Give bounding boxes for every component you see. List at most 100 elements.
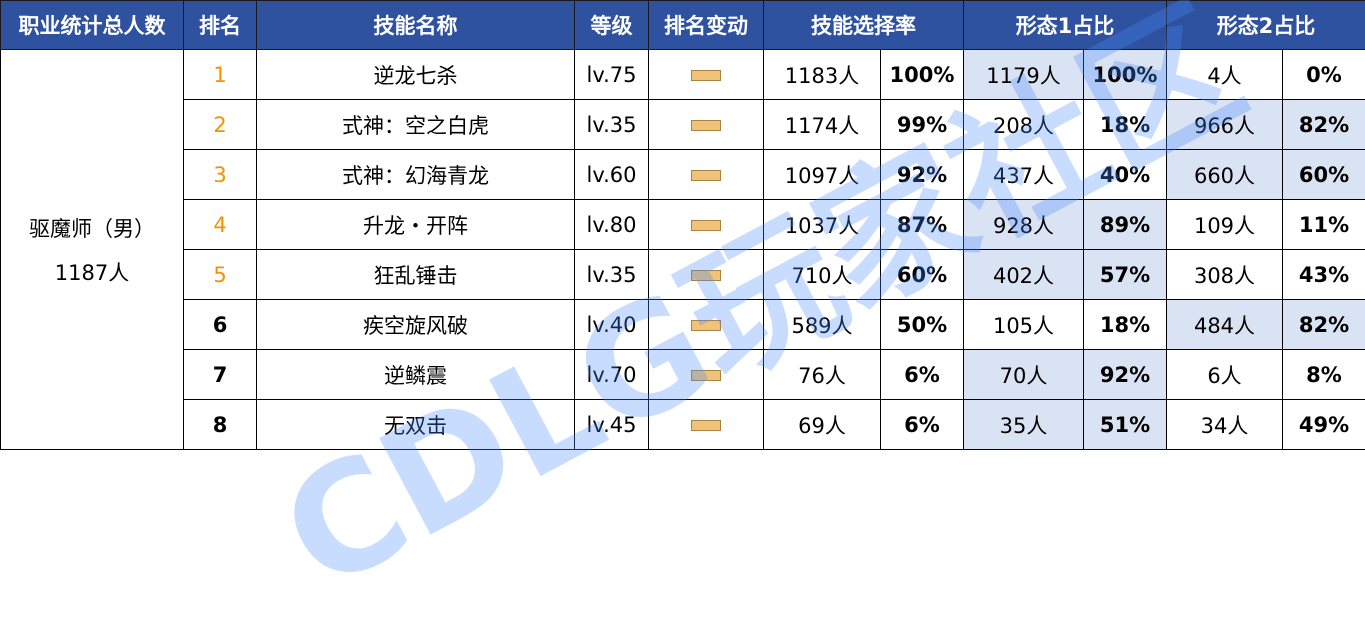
unchanged-dash-icon <box>691 70 721 81</box>
header-level: 等级 <box>575 1 649 50</box>
form2-count: 6人 <box>1167 350 1283 400</box>
header-rank-change: 排名变动 <box>649 1 764 50</box>
rank-change <box>649 250 764 300</box>
unchanged-dash-icon <box>691 370 721 381</box>
job-cell: 驱魔师（男） 1187人 <box>1 50 184 450</box>
table-row: 6 疾空旋风破 lv.40 589人 50% 105人 18% 484人 82% <box>1 300 1365 350</box>
skill-name: 逆鳞震 <box>257 350 575 400</box>
form1-count: 208人 <box>964 100 1084 150</box>
selection-rate: 6% <box>881 400 964 450</box>
header-skill-name: 技能名称 <box>257 1 575 50</box>
skill-name: 无双击 <box>257 400 575 450</box>
form2-rate: 11% <box>1283 200 1365 250</box>
form1-rate: 57% <box>1084 250 1167 300</box>
form2-rate: 60% <box>1283 150 1365 200</box>
rank: 1 <box>184 50 257 100</box>
header-job-total: 职业统计总人数 <box>1 1 184 50</box>
form1-count: 1179人 <box>964 50 1084 100</box>
unchanged-dash-icon <box>691 420 721 431</box>
form1-rate: 18% <box>1084 100 1167 150</box>
form2-count: 109人 <box>1167 200 1283 250</box>
form1-rate: 100% <box>1084 50 1167 100</box>
unchanged-dash-icon <box>691 170 721 181</box>
selection-count: 710人 <box>764 250 881 300</box>
rank: 8 <box>184 400 257 450</box>
form1-rate: 51% <box>1084 400 1167 450</box>
rank: 4 <box>184 200 257 250</box>
rank-change <box>649 50 764 100</box>
form1-count: 105人 <box>964 300 1084 350</box>
rank: 5 <box>184 250 257 300</box>
form1-count: 928人 <box>964 200 1084 250</box>
form2-count: 484人 <box>1167 300 1283 350</box>
form2-rate: 82% <box>1283 300 1365 350</box>
selection-rate: 87% <box>881 200 964 250</box>
skill-stats-table: 职业统计总人数 排名 技能名称 等级 排名变动 技能选择率 形态1占比 形态2占… <box>0 0 1365 450</box>
unchanged-dash-icon <box>691 220 721 231</box>
form2-rate: 82% <box>1283 100 1365 150</box>
form2-count: 660人 <box>1167 150 1283 200</box>
selection-rate: 99% <box>881 100 964 150</box>
rank-change <box>649 150 764 200</box>
form1-rate: 92% <box>1084 350 1167 400</box>
table-row: 8 无双击 lv.45 69人 6% 35人 51% 34人 49% <box>1 400 1365 450</box>
level: lv.35 <box>575 100 649 150</box>
header-row: 职业统计总人数 排名 技能名称 等级 排名变动 技能选择率 形态1占比 形态2占… <box>1 1 1365 50</box>
form1-count: 35人 <box>964 400 1084 450</box>
selection-count: 1183人 <box>764 50 881 100</box>
rank: 3 <box>184 150 257 200</box>
rank: 7 <box>184 350 257 400</box>
form2-count: 34人 <box>1167 400 1283 450</box>
skill-name: 升龙・开阵 <box>257 200 575 250</box>
table-row: 3 式神：幻海青龙 lv.60 1097人 92% 437人 40% 660人 … <box>1 150 1365 200</box>
rank-change <box>649 400 764 450</box>
form2-count: 308人 <box>1167 250 1283 300</box>
form2-count: 966人 <box>1167 100 1283 150</box>
header-rank: 排名 <box>184 1 257 50</box>
form1-count: 437人 <box>964 150 1084 200</box>
header-form2: 形态2占比 <box>1167 1 1365 50</box>
rank: 2 <box>184 100 257 150</box>
selection-rate: 60% <box>881 250 964 300</box>
level: lv.70 <box>575 350 649 400</box>
table-row: 4 升龙・开阵 lv.80 1037人 87% 928人 89% 109人 11… <box>1 200 1365 250</box>
skill-name: 式神：幻海青龙 <box>257 150 575 200</box>
rank-change <box>649 200 764 250</box>
rank-change <box>649 350 764 400</box>
selection-count: 589人 <box>764 300 881 350</box>
selection-count: 1174人 <box>764 100 881 150</box>
form2-rate: 0% <box>1283 50 1365 100</box>
selection-rate: 50% <box>881 300 964 350</box>
skill-name: 逆龙七杀 <box>257 50 575 100</box>
unchanged-dash-icon <box>691 270 721 281</box>
selection-count: 76人 <box>764 350 881 400</box>
selection-count: 69人 <box>764 400 881 450</box>
form1-count: 402人 <box>964 250 1084 300</box>
job-name: 驱魔师（男） <box>1 213 183 243</box>
form1-rate: 89% <box>1084 200 1167 250</box>
rank-change <box>649 100 764 150</box>
skill-name: 狂乱锤击 <box>257 250 575 300</box>
form1-rate: 40% <box>1084 150 1167 200</box>
selection-rate: 92% <box>881 150 964 200</box>
table-row: 5 狂乱锤击 lv.35 710人 60% 402人 57% 308人 43% <box>1 250 1365 300</box>
header-selection-rate: 技能选择率 <box>764 1 964 50</box>
header-form1: 形态1占比 <box>964 1 1167 50</box>
table-row: 7 逆鳞震 lv.70 76人 6% 70人 92% 6人 8% <box>1 350 1365 400</box>
skill-name: 疾空旋风破 <box>257 300 575 350</box>
rank: 6 <box>184 300 257 350</box>
form2-rate: 43% <box>1283 250 1365 300</box>
selection-count: 1037人 <box>764 200 881 250</box>
job-total: 1187人 <box>1 257 183 287</box>
level: lv.40 <box>575 300 649 350</box>
level: lv.60 <box>575 150 649 200</box>
unchanged-dash-icon <box>691 120 721 131</box>
skill-name: 式神：空之白虎 <box>257 100 575 150</box>
form1-rate: 18% <box>1084 300 1167 350</box>
selection-count: 1097人 <box>764 150 881 200</box>
rank-change <box>649 300 764 350</box>
level: lv.35 <box>575 250 649 300</box>
form2-rate: 49% <box>1283 400 1365 450</box>
level: lv.80 <box>575 200 649 250</box>
